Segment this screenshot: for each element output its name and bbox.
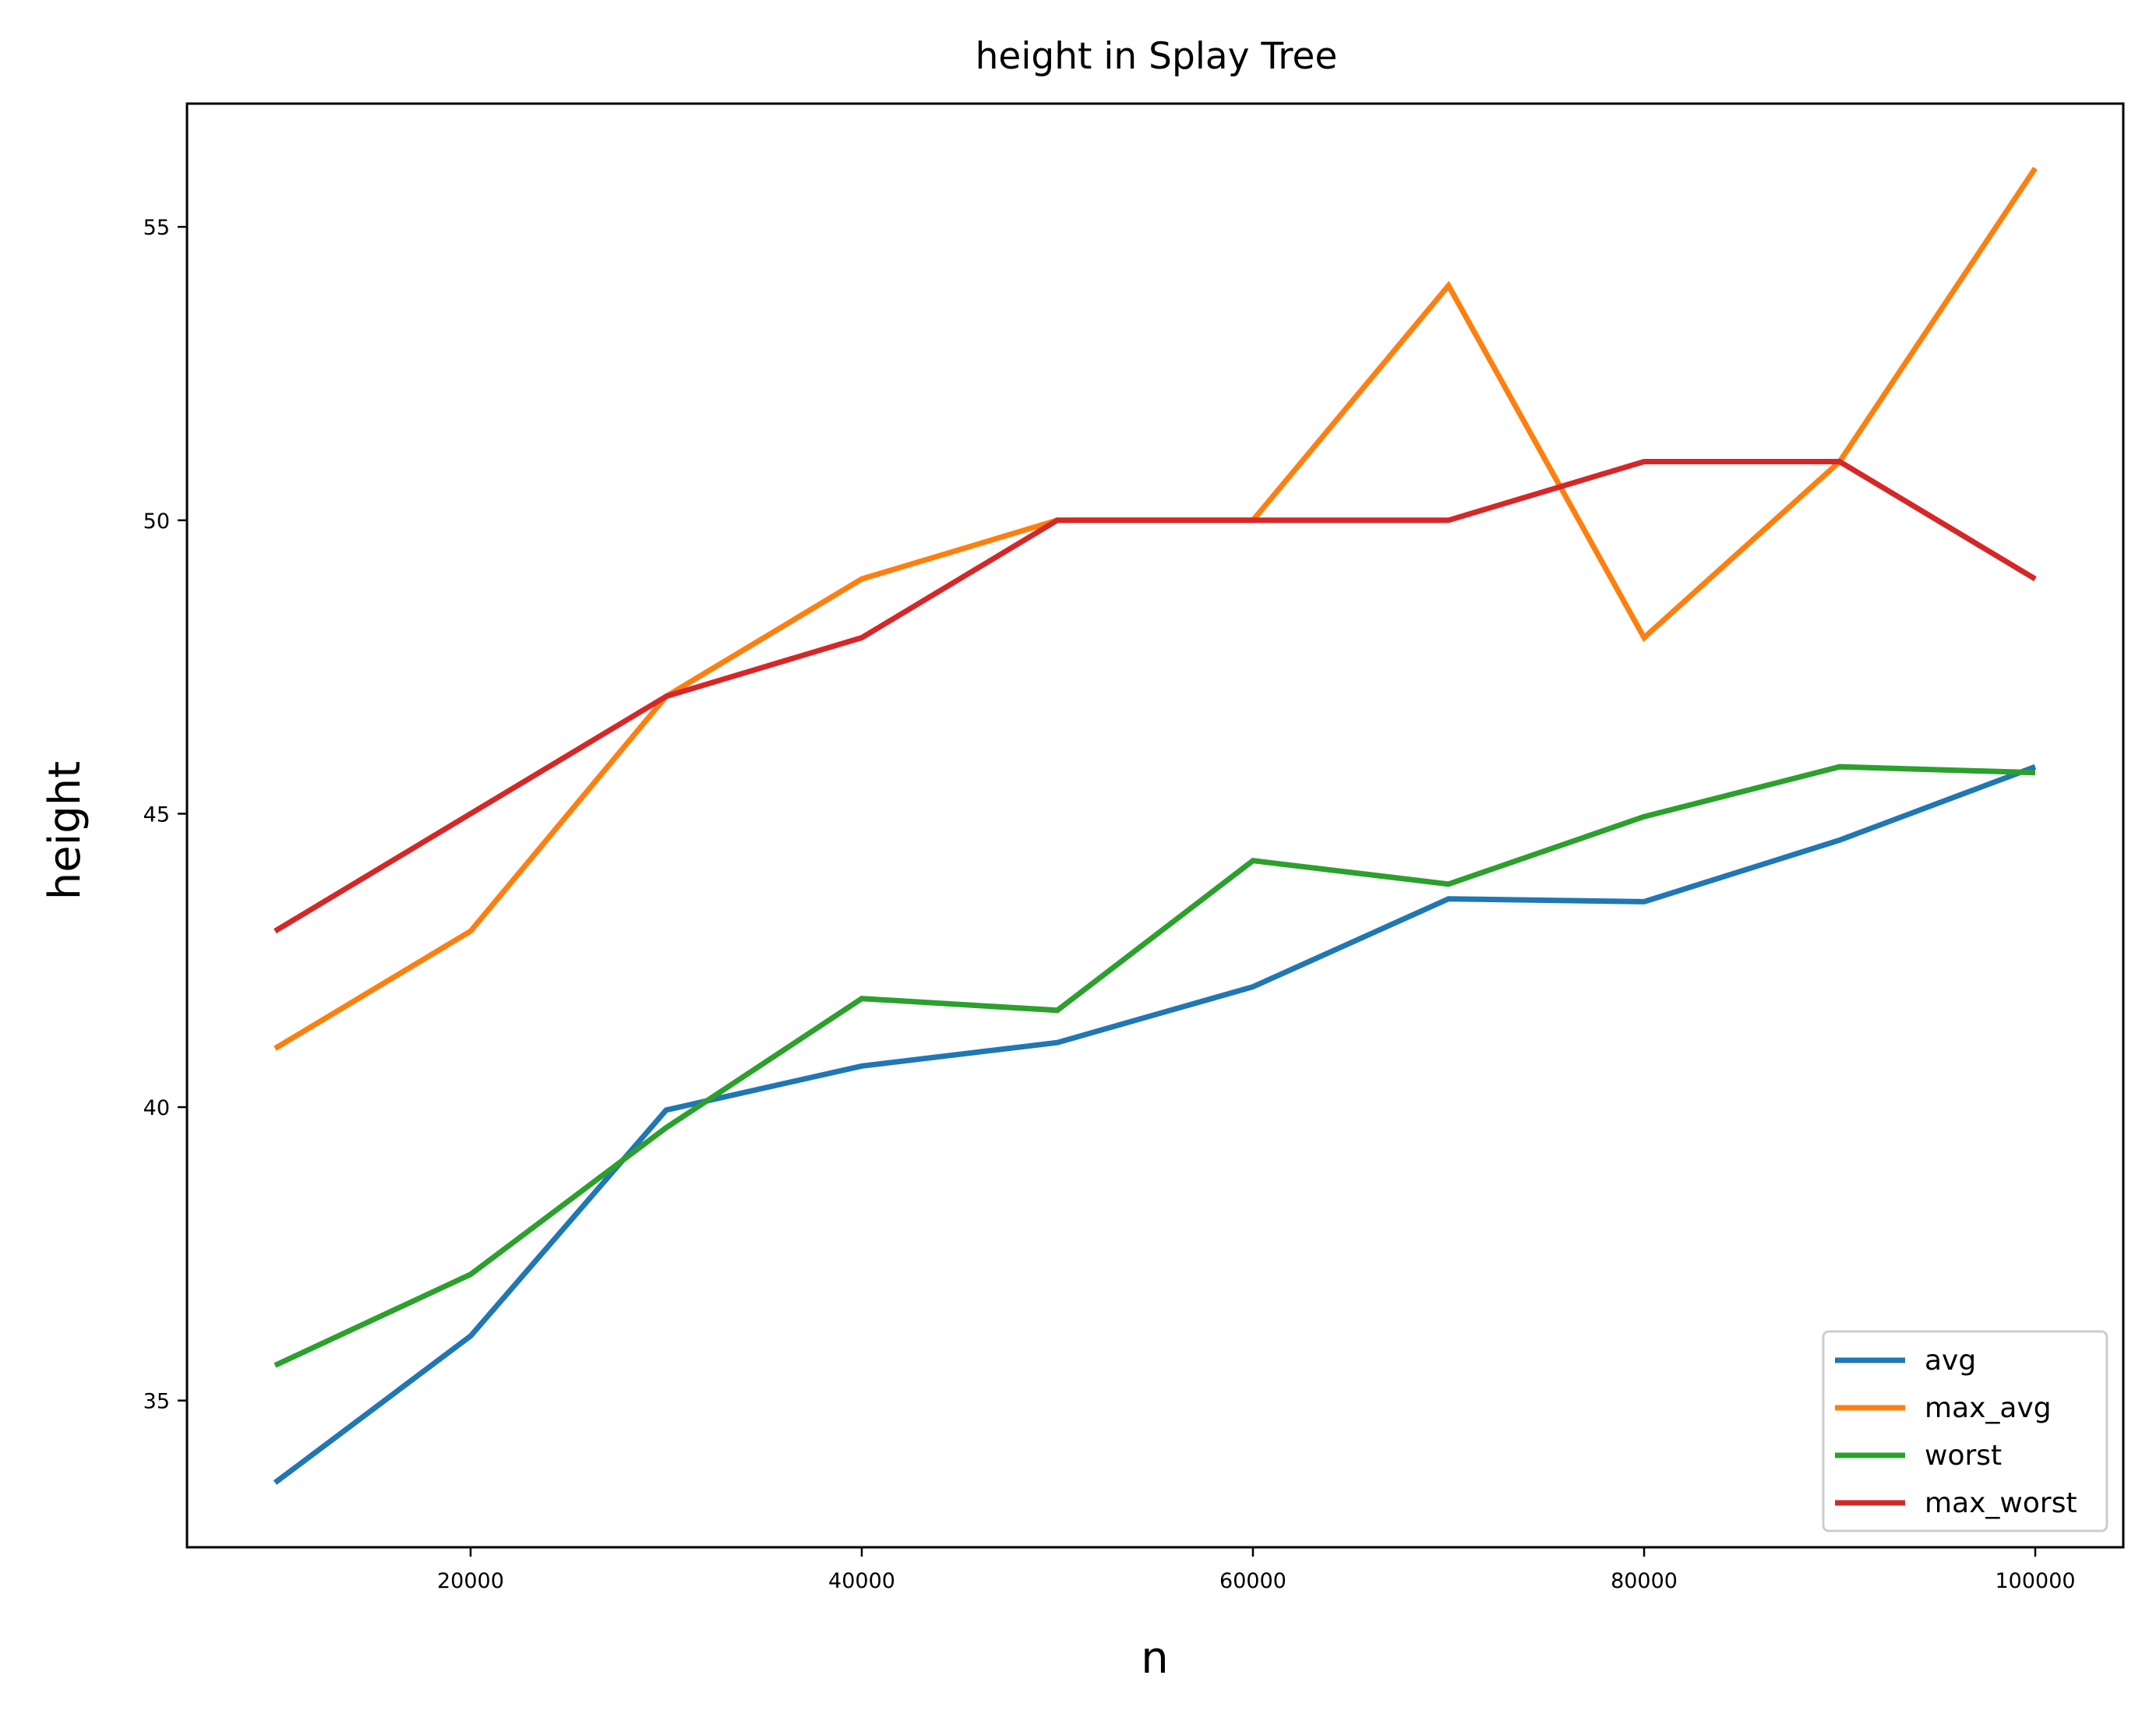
series-line-max-worst: [273, 459, 2037, 934]
x-axis: 20000 40000 60000 80000 100000: [437, 1547, 2076, 1593]
y-axis-label: height: [40, 761, 90, 901]
x-tick-label: 20000: [437, 1569, 504, 1593]
y-tick-label: 40: [143, 1096, 170, 1120]
y-tick-label: 35: [143, 1390, 170, 1414]
x-tick-label: 80000: [1611, 1569, 1678, 1593]
y-tick-label: 50: [143, 510, 170, 534]
x-axis-label: n: [1141, 1633, 1169, 1684]
series-line-avg: [273, 764, 2037, 1485]
x-tick-label: 40000: [828, 1569, 895, 1593]
y-axis: 35 40 45 50 55: [143, 216, 187, 1414]
y-tick-label: 55: [143, 216, 170, 240]
legend-box: [1822, 1330, 2108, 1532]
x-tick-label: 60000: [1219, 1569, 1286, 1593]
plot-area-frame: [185, 102, 2125, 1549]
y-tick-label: 45: [143, 802, 170, 827]
legend-label-max-worst: max_worst: [1925, 1487, 2077, 1519]
legend-label-worst: worst: [1925, 1440, 2002, 1472]
series-layer: [273, 166, 2038, 1485]
series-line-worst: [273, 764, 2036, 1368]
x-tick-label: 100000: [1995, 1569, 2076, 1593]
legend-label-max-avg: max_avg: [1925, 1392, 2052, 1424]
chart-title: height in Splay Tree: [976, 35, 1338, 78]
legend-label-avg: avg: [1925, 1345, 1976, 1377]
